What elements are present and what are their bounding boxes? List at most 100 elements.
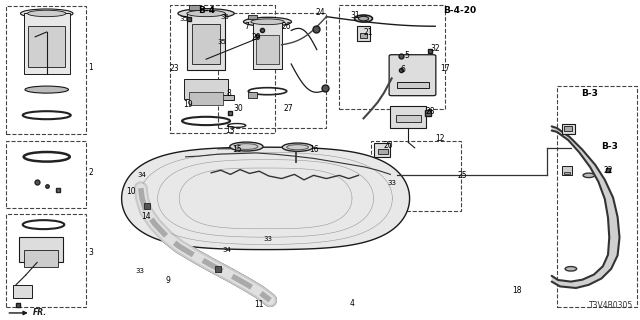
- Text: 27: 27: [283, 104, 293, 113]
- Ellipse shape: [287, 145, 308, 150]
- Text: 29: 29: [251, 33, 261, 42]
- Bar: [6, 141, 86, 208]
- Bar: [6, 214, 86, 307]
- Text: 26: 26: [281, 22, 291, 31]
- Text: T3V4B0305: T3V4B0305: [589, 301, 634, 310]
- Bar: [248, 92, 257, 98]
- Text: 17: 17: [440, 64, 450, 73]
- Text: 15: 15: [232, 145, 242, 154]
- Bar: [371, 141, 461, 211]
- FancyBboxPatch shape: [389, 55, 436, 96]
- Text: 10: 10: [126, 187, 136, 196]
- Bar: [557, 86, 637, 307]
- Text: 1: 1: [88, 63, 93, 72]
- Bar: [28, 26, 65, 67]
- Bar: [253, 22, 282, 69]
- Bar: [374, 143, 390, 157]
- Ellipse shape: [235, 144, 258, 149]
- Ellipse shape: [187, 10, 225, 17]
- Ellipse shape: [20, 9, 73, 18]
- Bar: [8, 141, 85, 207]
- Text: 35: 35: [180, 16, 189, 22]
- Text: 18: 18: [513, 286, 522, 295]
- Bar: [564, 172, 570, 174]
- Text: 14: 14: [141, 212, 151, 221]
- Text: 2: 2: [88, 168, 93, 177]
- Bar: [184, 79, 228, 99]
- Bar: [562, 124, 575, 134]
- Text: 25: 25: [457, 171, 467, 180]
- Bar: [397, 82, 429, 88]
- Bar: [396, 115, 421, 122]
- Bar: [357, 26, 370, 41]
- Text: 8: 8: [227, 89, 232, 98]
- Text: 30: 30: [233, 104, 243, 113]
- Bar: [360, 33, 367, 38]
- Ellipse shape: [355, 15, 372, 22]
- Bar: [339, 5, 445, 109]
- Text: 35: 35: [218, 39, 227, 45]
- Ellipse shape: [25, 86, 68, 93]
- Text: 24: 24: [315, 8, 325, 17]
- Text: 34: 34: [223, 247, 232, 253]
- Text: 22: 22: [604, 166, 612, 175]
- Ellipse shape: [282, 143, 313, 151]
- Bar: [24, 250, 58, 267]
- Text: 5: 5: [404, 51, 410, 60]
- Text: 33: 33: [135, 268, 144, 274]
- Text: 6: 6: [401, 65, 406, 74]
- Bar: [218, 13, 326, 128]
- Ellipse shape: [178, 9, 234, 18]
- Bar: [378, 149, 388, 154]
- Bar: [564, 126, 572, 131]
- Text: 3: 3: [88, 248, 93, 257]
- Text: 9: 9: [165, 276, 170, 285]
- Bar: [192, 24, 220, 64]
- Text: 16: 16: [308, 145, 319, 154]
- Text: 20: 20: [383, 141, 393, 150]
- Text: 21: 21: [364, 28, 373, 37]
- Text: 32: 32: [430, 44, 440, 53]
- Bar: [6, 6, 86, 134]
- Text: 7: 7: [244, 22, 250, 31]
- Bar: [189, 5, 200, 10]
- Ellipse shape: [583, 173, 595, 178]
- Text: 4: 4: [349, 300, 355, 308]
- Text: 19: 19: [183, 100, 193, 109]
- Text: 28: 28: [426, 108, 435, 116]
- Text: B-3: B-3: [581, 89, 598, 98]
- Text: 11: 11: [255, 300, 264, 309]
- Text: 23: 23: [170, 64, 180, 73]
- Ellipse shape: [565, 267, 577, 271]
- Text: B-4: B-4: [198, 6, 216, 15]
- Text: 13: 13: [225, 126, 236, 135]
- Bar: [8, 7, 85, 134]
- Text: B-3: B-3: [602, 142, 618, 151]
- Bar: [189, 92, 223, 105]
- Text: 34: 34: [138, 172, 147, 178]
- Polygon shape: [552, 126, 620, 288]
- Bar: [8, 215, 85, 307]
- Bar: [562, 166, 572, 175]
- Text: 33: 33: [387, 180, 396, 186]
- Ellipse shape: [243, 17, 292, 26]
- Text: 35: 35: [221, 14, 230, 20]
- Bar: [248, 15, 257, 19]
- Ellipse shape: [251, 19, 284, 25]
- Ellipse shape: [28, 10, 66, 17]
- Bar: [170, 5, 275, 133]
- Text: 31: 31: [350, 11, 360, 20]
- Text: 33: 33: [263, 236, 272, 242]
- Text: B-4-20: B-4-20: [444, 6, 477, 15]
- Bar: [221, 95, 234, 100]
- Text: FR.: FR.: [33, 308, 47, 317]
- Ellipse shape: [358, 16, 369, 21]
- Bar: [256, 35, 279, 64]
- PathPatch shape: [122, 147, 410, 250]
- Bar: [390, 106, 426, 128]
- Bar: [24, 13, 70, 74]
- Ellipse shape: [230, 142, 263, 151]
- Bar: [13, 285, 32, 298]
- Bar: [187, 13, 225, 70]
- Text: 12: 12: [436, 134, 445, 143]
